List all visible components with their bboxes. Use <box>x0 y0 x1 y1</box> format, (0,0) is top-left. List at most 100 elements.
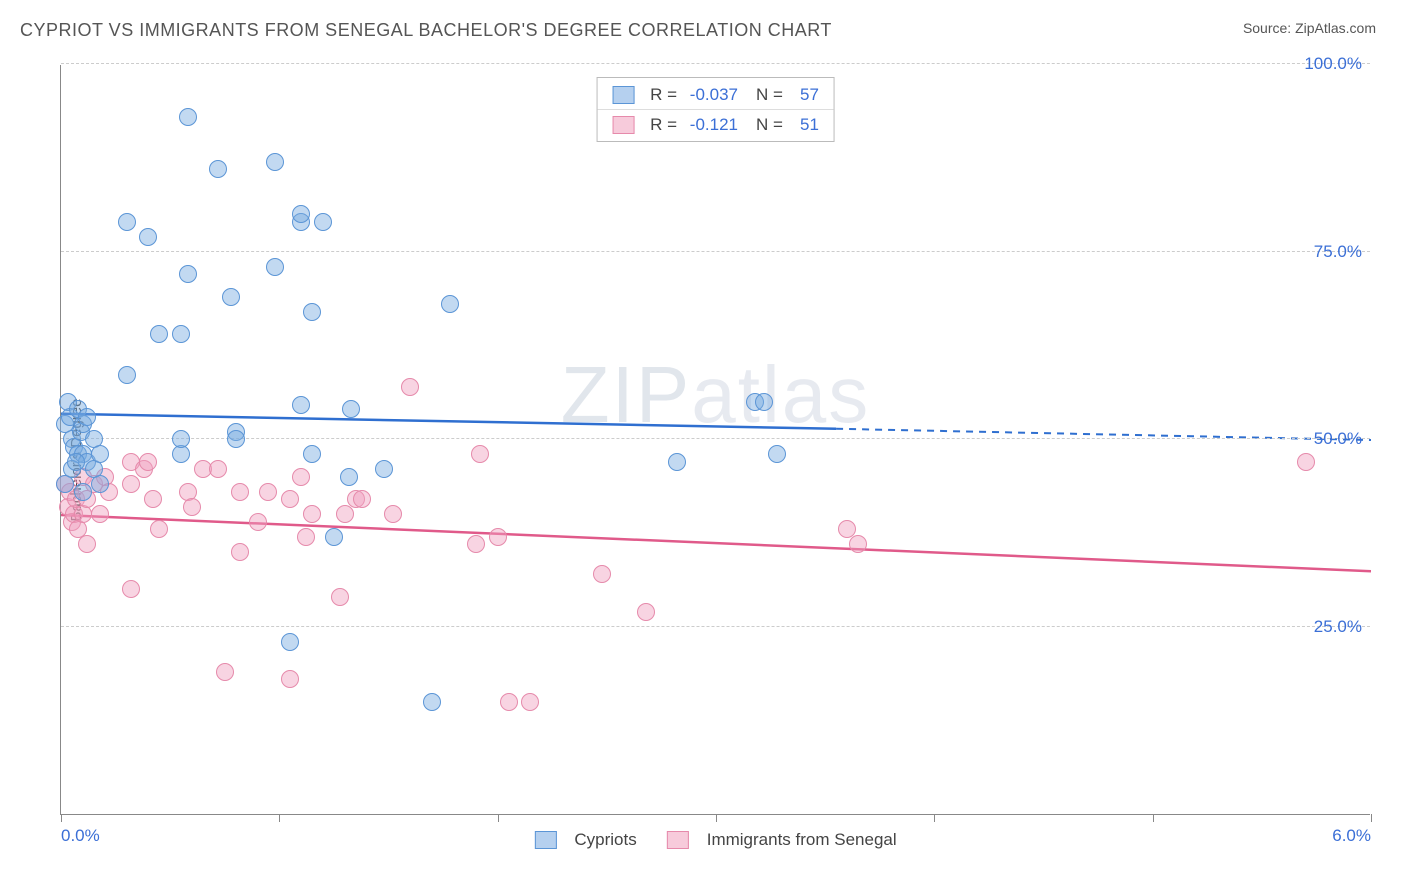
y-tick-label: 100.0% <box>1304 54 1362 74</box>
swatch-pink <box>612 116 634 134</box>
data-point <box>231 483 249 501</box>
data-point <box>209 460 227 478</box>
n-label: N = <box>756 111 783 138</box>
data-point <box>118 366 136 384</box>
chart-container: Bachelor's Degree ZIPatlas R = -0.037 N … <box>20 55 1386 865</box>
data-point <box>281 490 299 508</box>
data-point <box>139 228 157 246</box>
x-tick <box>1371 814 1372 822</box>
data-point <box>342 400 360 418</box>
data-point <box>91 445 109 463</box>
r-value: -0.037 <box>683 81 738 108</box>
data-point <box>91 475 109 493</box>
data-point <box>340 468 358 486</box>
gridline <box>61 626 1370 627</box>
data-point <box>216 663 234 681</box>
n-value: 57 <box>789 81 819 108</box>
data-point <box>500 693 518 711</box>
data-point <box>183 498 201 516</box>
x-tick <box>934 814 935 822</box>
data-point <box>768 445 786 463</box>
x-tick <box>716 814 717 822</box>
data-point <box>172 325 190 343</box>
data-point <box>259 483 277 501</box>
x-tick-label: 0.0% <box>61 826 100 846</box>
data-point <box>375 460 393 478</box>
legend-label: Cypriots <box>574 830 636 850</box>
data-point <box>423 693 441 711</box>
x-tick <box>279 814 280 822</box>
y-tick-label: 50.0% <box>1314 429 1362 449</box>
data-point <box>281 633 299 651</box>
data-point <box>122 580 140 598</box>
data-point <box>384 505 402 523</box>
data-point <box>67 453 85 471</box>
data-point <box>303 505 321 523</box>
data-point <box>118 213 136 231</box>
gridline <box>61 63 1370 64</box>
data-point <box>179 265 197 283</box>
source-name: ZipAtlas.com <box>1295 20 1376 36</box>
n-value: 51 <box>789 111 819 138</box>
data-point <box>209 160 227 178</box>
y-tick-label: 25.0% <box>1314 617 1362 637</box>
data-point <box>249 513 267 531</box>
source-credit: Source: ZipAtlas.com <box>1243 20 1376 36</box>
data-point <box>331 588 349 606</box>
r-label: R = <box>650 111 677 138</box>
data-point <box>303 445 321 463</box>
gridline <box>61 251 1370 252</box>
x-tick <box>61 814 62 822</box>
x-tick <box>1153 814 1154 822</box>
data-point <box>593 565 611 583</box>
swatch-blue <box>612 86 634 104</box>
legend-stats: R = -0.037 N = 57 R = -0.121 N = 51 <box>596 77 835 142</box>
legend-label: Immigrants from Senegal <box>707 830 897 850</box>
data-point <box>297 528 315 546</box>
x-tick-label: 6.0% <box>1332 826 1371 846</box>
data-point <box>266 153 284 171</box>
data-point <box>172 430 190 448</box>
legend-series: Cypriots Immigrants from Senegal <box>534 830 896 850</box>
data-point <box>91 505 109 523</box>
data-point <box>74 483 92 501</box>
swatch-pink <box>667 831 689 849</box>
data-point <box>139 453 157 471</box>
trend-lines <box>61 65 1371 815</box>
data-point <box>353 490 371 508</box>
watermark-thin: atlas <box>691 350 870 439</box>
legend-stats-row: R = -0.121 N = 51 <box>597 109 834 139</box>
data-point <box>150 325 168 343</box>
data-point <box>521 693 539 711</box>
data-point <box>325 528 343 546</box>
y-tick-label: 75.0% <box>1314 242 1362 262</box>
data-point <box>303 303 321 321</box>
swatch-blue <box>534 831 556 849</box>
data-point <box>441 295 459 313</box>
legend-stats-row: R = -0.037 N = 57 <box>597 80 834 109</box>
legend-item: Immigrants from Senegal <box>667 830 897 850</box>
data-point <box>471 445 489 463</box>
data-point <box>467 535 485 553</box>
data-point <box>78 408 96 426</box>
legend-item: Cypriots <box>534 830 636 850</box>
data-point <box>849 535 867 553</box>
data-point <box>1297 453 1315 471</box>
data-point <box>144 490 162 508</box>
data-point <box>336 505 354 523</box>
data-point <box>222 288 240 306</box>
data-point <box>668 453 686 471</box>
data-point <box>292 205 310 223</box>
r-value: -0.121 <box>683 111 738 138</box>
chart-title: CYPRIOT VS IMMIGRANTS FROM SENEGAL BACHE… <box>20 20 832 41</box>
gridline <box>61 438 1370 439</box>
data-point <box>755 393 773 411</box>
header: CYPRIOT VS IMMIGRANTS FROM SENEGAL BACHE… <box>0 0 1406 51</box>
data-point <box>281 670 299 688</box>
data-point <box>227 430 245 448</box>
n-label: N = <box>756 81 783 108</box>
data-point <box>231 543 249 561</box>
data-point <box>292 396 310 414</box>
data-point <box>179 108 197 126</box>
data-point <box>401 378 419 396</box>
